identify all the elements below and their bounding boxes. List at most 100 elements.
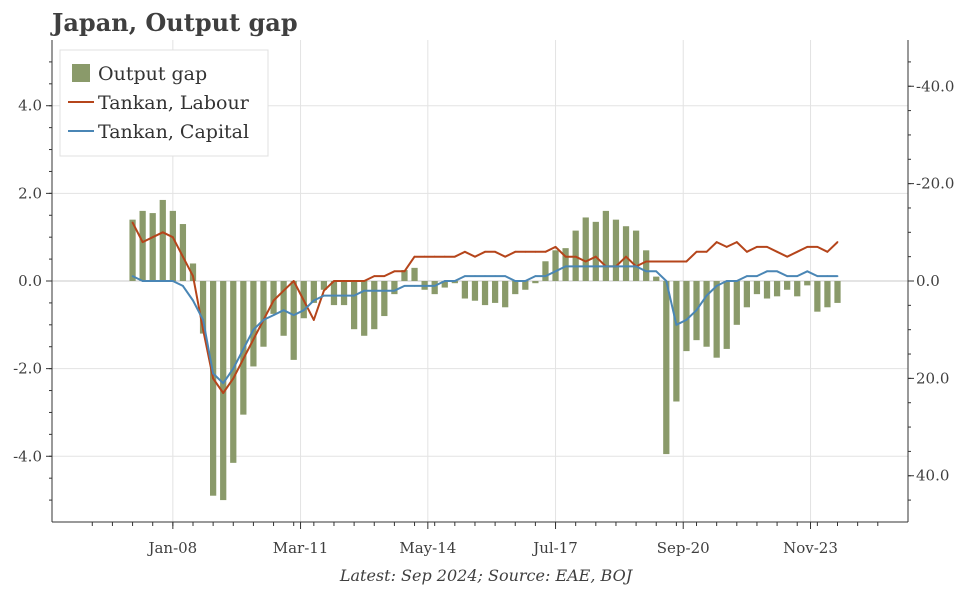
line-tankan-labour-point <box>343 280 345 282</box>
line-tankan-labour-point <box>282 289 285 292</box>
line-tankan-labour-point <box>806 246 809 248</box>
line-tankan-capital-point <box>212 372 215 375</box>
bar-output-gap <box>703 281 710 347</box>
bar-output-gap <box>632 230 640 281</box>
x-tick-label: May-14 <box>399 539 456 557</box>
line-tankan-capital-point <box>816 275 819 278</box>
bar-output-gap <box>481 281 489 306</box>
line-tankan-labour-point <box>554 246 557 248</box>
line-tankan-capital-point <box>685 319 688 321</box>
line-tankan-capital-point <box>222 382 225 385</box>
line-tankan-capital-point <box>786 275 789 278</box>
line-tankan-labour-point <box>796 250 799 253</box>
line-tankan-capital-point <box>766 270 768 273</box>
y-left-tick-label: 4.0 <box>18 97 42 115</box>
bar-output-gap <box>733 281 740 325</box>
bar-output-gap <box>602 210 610 281</box>
line-tankan-labour-point <box>715 241 718 243</box>
line-tankan-capital-point <box>363 289 366 292</box>
bar-output-gap <box>713 281 720 358</box>
line-tankan-capital-point <box>554 270 557 273</box>
bar-output-gap <box>784 281 791 290</box>
bar-output-gap <box>804 281 811 286</box>
line-tankan-labour-point <box>655 260 658 263</box>
bar-output-gap <box>683 281 690 352</box>
bar-output-gap <box>653 276 660 281</box>
bar-output-gap <box>411 267 418 281</box>
bar-output-gap <box>401 270 408 281</box>
line-tankan-capital-point <box>333 294 335 297</box>
bar-output-gap <box>763 281 771 299</box>
bar-output-gap <box>330 281 338 306</box>
line-tankan-capital-point <box>141 280 144 282</box>
legend-swatch-output-gap <box>72 64 90 82</box>
line-tankan-capital-point <box>453 280 456 282</box>
bar-output-gap <box>743 281 750 308</box>
bar-output-gap <box>471 281 479 301</box>
axes: Jan-08 Mar-11 May-14 Jul-17 Sep-20 Nov-23 4.0 2… <box>13 40 954 557</box>
line-tankan-capital-point <box>574 265 577 268</box>
line-tankan-labour-point <box>544 250 547 253</box>
line-tankan-capital-point <box>171 280 174 282</box>
bar-output-gap <box>391 281 398 295</box>
bar-output-gap <box>773 281 781 297</box>
line-tankan-labour-point <box>232 377 235 380</box>
bar-output-gap <box>451 281 458 284</box>
y-right-tick-label: 40.0 <box>916 467 949 485</box>
bar-output-gap <box>381 281 388 317</box>
line-tankan-labour-point <box>725 246 728 248</box>
line-tankan-labour-point <box>182 255 184 258</box>
line-tankan-labour-point <box>816 246 819 248</box>
line-tankan-capital-point <box>494 275 497 278</box>
bar-output-gap <box>512 281 519 295</box>
line-tankan-labour-point <box>463 250 466 253</box>
line-tankan-capital-point <box>584 265 587 268</box>
line-tankan-capital-point <box>131 275 134 278</box>
line-tankan-labour-point <box>222 392 225 394</box>
line-tankan-labour <box>131 222 839 394</box>
bar-output-gap <box>532 281 539 284</box>
line-tankan-capital-point <box>232 367 235 370</box>
line-tankan-capital-point <box>836 275 839 278</box>
line-tankan-labour-point <box>776 250 778 253</box>
line-tankan-capital-point <box>413 284 416 287</box>
y-left-tick-label: -2.0 <box>13 360 42 378</box>
line-tankan-capital-point <box>615 265 617 268</box>
line-tankan-capital-point <box>504 275 507 278</box>
line-tankan-capital-point <box>645 270 648 273</box>
bar-output-gap <box>753 281 761 295</box>
line-tankan-capital-point <box>343 294 345 297</box>
bar-output-gap <box>622 226 630 281</box>
line-tankan-capital-point <box>484 275 486 278</box>
line-tankan-labour-point <box>735 241 738 243</box>
x-tick-label: Mar-11 <box>273 539 329 557</box>
line-tankan-labour-point <box>494 250 497 253</box>
line-tankan-capital-point <box>262 319 265 321</box>
x-tick-label: Jul-17 <box>531 539 578 557</box>
line-tankan-labour-point <box>171 236 174 239</box>
line-tankan-labour-point <box>474 255 476 258</box>
line-tankan-labour-point <box>705 250 708 253</box>
line-tankan-labour-point <box>131 221 134 224</box>
line-tankan-capital-point <box>463 275 466 278</box>
bar-output-gap <box>794 281 801 297</box>
line-tankan-capital-point <box>373 289 376 292</box>
bar-output-gap <box>824 281 831 308</box>
line-tankan-labour-point <box>373 275 376 278</box>
bar-output-gap <box>582 217 589 281</box>
line-tankan-labour-point <box>484 250 486 253</box>
line-tankan-capital-point <box>474 275 476 278</box>
bar-output-gap <box>502 281 509 308</box>
bar-output-gap <box>139 210 146 281</box>
bar-output-gap <box>280 281 287 336</box>
line-tankan-labour-point <box>453 255 456 258</box>
line-tankan-labour-point <box>252 338 255 341</box>
line-tankan-labour-point <box>192 275 194 278</box>
bar-output-gap <box>552 250 559 281</box>
line-tankan-capital-point <box>675 323 678 326</box>
bar-output-gap <box>149 213 156 281</box>
line-tankan-labour-point <box>685 260 688 263</box>
line-tankan-labour-point <box>242 357 245 360</box>
bar-output-gap <box>562 248 569 281</box>
